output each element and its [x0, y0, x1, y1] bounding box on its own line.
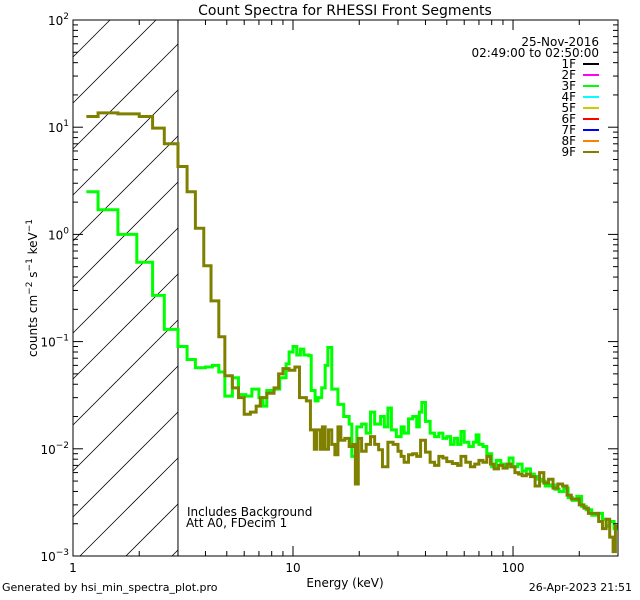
- hatch-line: [72, 43, 179, 150]
- hatch-line: [72, 365, 179, 472]
- legend-label-2F: 2F: [561, 68, 576, 82]
- hatched-region: [72, 19, 179, 557]
- timestamp-footer: 26-Apr-2023 21:51: [528, 581, 632, 594]
- legend-label-4F: 4F: [561, 90, 576, 104]
- annotation-attenuator: Att A0, FDecim 1: [186, 516, 287, 530]
- hatch-line: [72, 319, 179, 426]
- y-tick-label: 10−2: [40, 441, 69, 457]
- x-axis-label: Energy (keV): [306, 576, 383, 590]
- y-axis-label: counts cm−2 s−1 keV−1: [25, 219, 40, 357]
- x-tick-label: 100: [502, 561, 525, 575]
- hatch-line: [72, 19, 157, 104]
- chart-title: Count Spectra for RHESSI Front Segments: [198, 3, 492, 19]
- annotation-background: Includes Background: [187, 505, 312, 519]
- legend-label-9F: 9F: [561, 145, 576, 159]
- y-tick-label: 10−1: [40, 334, 69, 350]
- legend-label-3F: 3F: [561, 79, 576, 93]
- hatch-line: [72, 227, 179, 334]
- time-range-label: 02:49:00 to 02:50:00: [472, 46, 599, 60]
- hatch-line: [125, 503, 179, 557]
- y-tick-label: 100: [48, 226, 69, 242]
- hatch-line: [72, 89, 179, 196]
- y-tick-label: 101: [48, 119, 69, 135]
- hatch-line: [72, 19, 111, 58]
- hatch-line: [171, 549, 179, 557]
- legend-label-5F: 5F: [561, 101, 576, 115]
- generated-by-footer: Generated by hsi_min_spectra_plot.pro: [2, 581, 218, 594]
- y-tick-label: 10−3: [40, 548, 69, 564]
- plot-frame: [72, 19, 619, 557]
- series-9F-line: [86, 111, 618, 554]
- hatch-line: [72, 273, 179, 380]
- date-label: 25-Nov-2016: [521, 35, 599, 49]
- legend-label-6F: 6F: [561, 112, 576, 126]
- x-tick-label: 1: [69, 561, 77, 575]
- y-tick-label: 102: [48, 12, 69, 28]
- hatch-line: [72, 411, 179, 518]
- x-tick-label: 10: [285, 561, 300, 575]
- hatch-line: [79, 457, 179, 557]
- legend-label-1F: 1F: [561, 57, 576, 71]
- hatch-line: [72, 135, 179, 242]
- legend-label-8F: 8F: [561, 134, 576, 148]
- legend-label-7F: 7F: [561, 123, 576, 137]
